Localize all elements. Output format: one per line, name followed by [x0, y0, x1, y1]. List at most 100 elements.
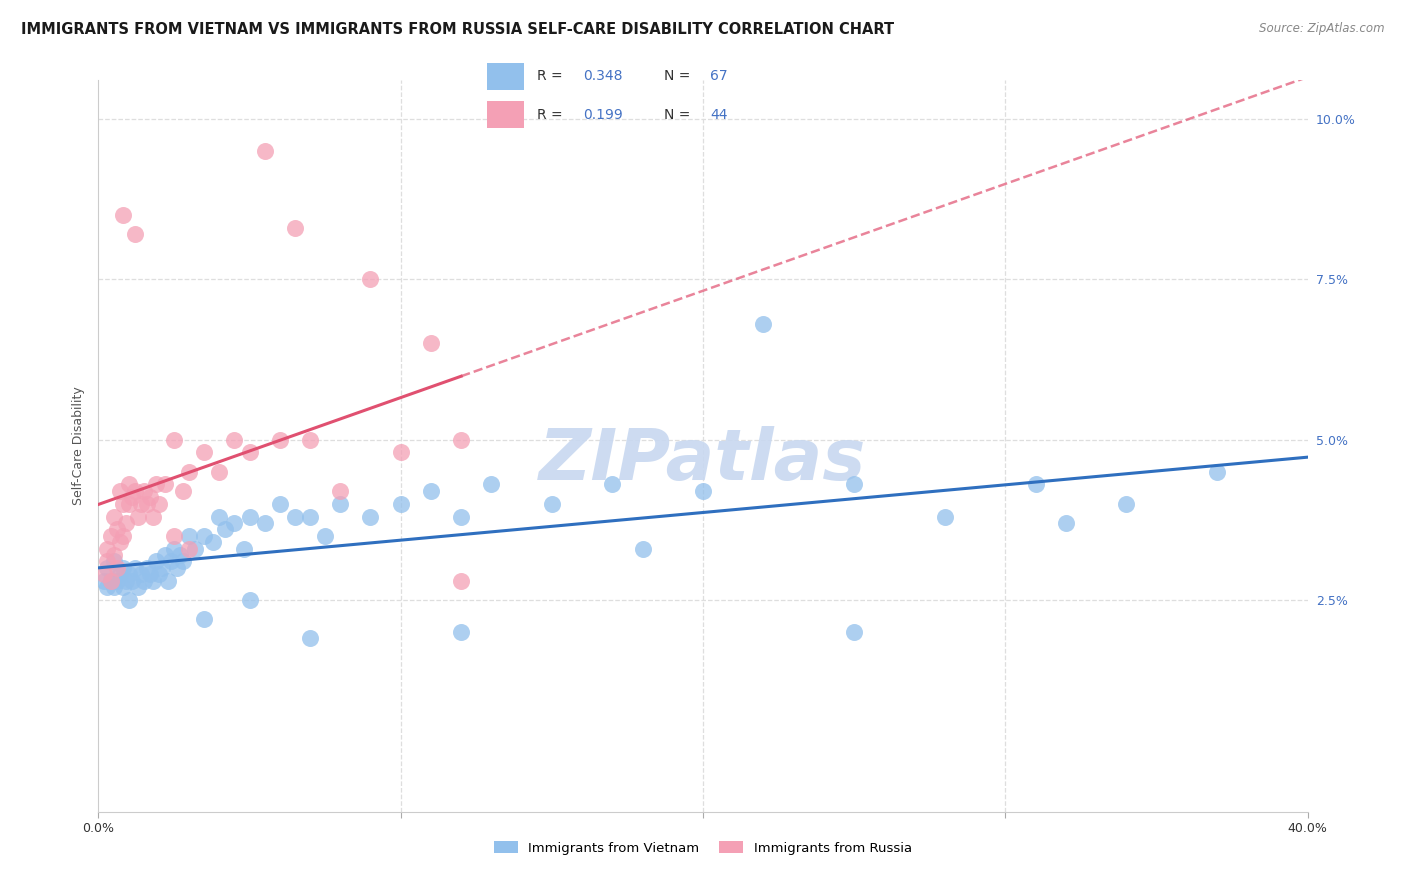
- Point: [124, 561, 146, 575]
- Point: [118, 477, 141, 491]
- Point: [96, 561, 118, 575]
- Point: [118, 497, 141, 511]
- Point: [132, 483, 155, 498]
- Point: [232, 541, 254, 556]
- Point: [602, 477, 624, 491]
- Point: [105, 561, 128, 575]
- Point: [420, 483, 443, 498]
- Point: [118, 593, 141, 607]
- Point: [124, 227, 146, 242]
- Point: [692, 483, 714, 498]
- Point: [540, 497, 562, 511]
- Point: [150, 561, 173, 575]
- Point: [96, 554, 118, 568]
- Text: N =: N =: [664, 70, 690, 83]
- Point: [96, 580, 118, 594]
- Point: [299, 632, 322, 646]
- Point: [450, 574, 472, 588]
- Point: [135, 561, 157, 575]
- Text: Source: ZipAtlas.com: Source: ZipAtlas.com: [1260, 22, 1385, 36]
- Point: [239, 445, 262, 459]
- Point: [108, 483, 131, 498]
- Point: [284, 220, 307, 235]
- Point: [179, 541, 201, 556]
- Point: [163, 529, 186, 543]
- Point: [284, 509, 307, 524]
- Point: [148, 497, 170, 511]
- Text: IMMIGRANTS FROM VIETNAM VS IMMIGRANTS FROM RUSSIA SELF-CARE DISABILITY CORRELATI: IMMIGRANTS FROM VIETNAM VS IMMIGRANTS FR…: [21, 22, 894, 37]
- Point: [103, 509, 125, 524]
- Point: [329, 483, 352, 498]
- Point: [208, 509, 231, 524]
- Point: [153, 477, 176, 491]
- Point: [111, 561, 134, 575]
- Point: [193, 529, 215, 543]
- Point: [153, 548, 176, 562]
- Point: [129, 567, 152, 582]
- Point: [111, 208, 134, 222]
- Text: 67: 67: [710, 70, 728, 83]
- Point: [139, 491, 162, 505]
- Point: [132, 574, 155, 588]
- Point: [108, 567, 131, 582]
- Point: [103, 580, 125, 594]
- Point: [1115, 497, 1137, 511]
- Point: [114, 574, 136, 588]
- Point: [163, 541, 186, 556]
- Point: [1206, 465, 1229, 479]
- Point: [269, 433, 291, 447]
- Point: [389, 497, 412, 511]
- Point: [360, 509, 382, 524]
- Point: [239, 593, 262, 607]
- Point: [844, 625, 866, 640]
- FancyBboxPatch shape: [488, 62, 524, 90]
- Point: [172, 554, 194, 568]
- Text: N =: N =: [664, 108, 690, 121]
- Point: [135, 497, 157, 511]
- Y-axis label: Self-Care Disability: Self-Care Disability: [72, 386, 84, 506]
- Point: [96, 541, 118, 556]
- Text: 0.348: 0.348: [583, 70, 623, 83]
- Point: [360, 272, 382, 286]
- Point: [253, 516, 276, 530]
- Point: [450, 433, 472, 447]
- Point: [114, 516, 136, 530]
- Point: [299, 433, 322, 447]
- Point: [127, 509, 149, 524]
- Point: [481, 477, 503, 491]
- Point: [269, 497, 291, 511]
- Point: [103, 548, 125, 562]
- Point: [100, 574, 122, 588]
- Point: [172, 483, 194, 498]
- Point: [111, 497, 134, 511]
- Point: [202, 535, 225, 549]
- Point: [160, 554, 183, 568]
- Point: [127, 580, 149, 594]
- Point: [179, 465, 201, 479]
- Point: [93, 574, 115, 588]
- FancyBboxPatch shape: [488, 101, 524, 128]
- Text: R =: R =: [537, 108, 562, 121]
- Point: [631, 541, 654, 556]
- Point: [184, 541, 207, 556]
- Point: [752, 317, 775, 331]
- Point: [111, 529, 134, 543]
- Point: [450, 625, 472, 640]
- Point: [1054, 516, 1077, 530]
- Point: [450, 509, 472, 524]
- Point: [156, 574, 179, 588]
- Point: [208, 465, 231, 479]
- Point: [193, 612, 215, 626]
- Point: [111, 580, 134, 594]
- Text: R =: R =: [537, 70, 562, 83]
- Point: [129, 497, 152, 511]
- Point: [142, 509, 165, 524]
- Point: [108, 535, 131, 549]
- Point: [100, 529, 122, 543]
- Point: [100, 574, 122, 588]
- Point: [224, 433, 246, 447]
- Point: [124, 483, 146, 498]
- Point: [105, 523, 128, 537]
- Legend: Immigrants from Vietnam, Immigrants from Russia: Immigrants from Vietnam, Immigrants from…: [489, 836, 917, 860]
- Point: [844, 477, 866, 491]
